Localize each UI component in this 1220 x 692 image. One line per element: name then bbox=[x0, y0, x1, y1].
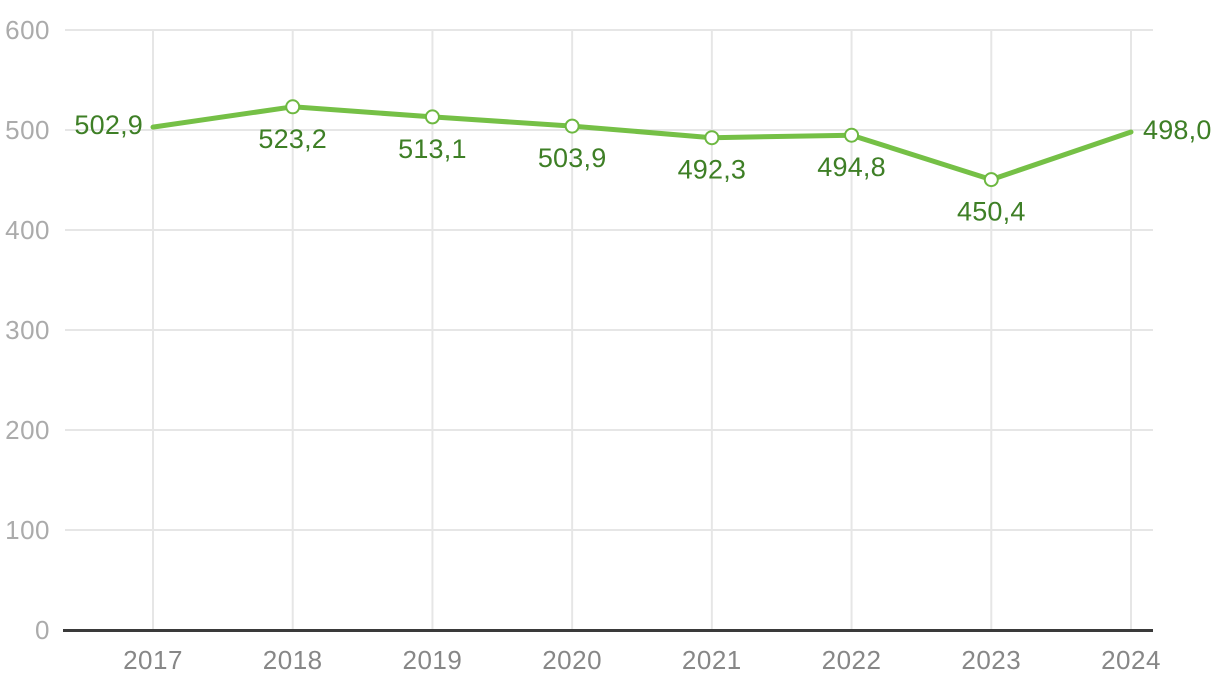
data-value-label: 498,0 bbox=[1143, 115, 1212, 145]
data-value-label: 523,2 bbox=[258, 124, 327, 154]
x-tick-label: 2021 bbox=[682, 645, 742, 675]
x-tick-label: 2023 bbox=[961, 645, 1021, 675]
data-value-label: 502,9 bbox=[74, 110, 143, 140]
x-tick-label: 2024 bbox=[1101, 645, 1161, 675]
y-tick-label: 200 bbox=[5, 415, 50, 445]
y-tick-label: 300 bbox=[5, 315, 50, 345]
data-point-marker[interactable] bbox=[424, 109, 440, 125]
data-value-label: 503,9 bbox=[538, 143, 607, 173]
data-point-marker[interactable] bbox=[285, 99, 301, 115]
y-tick-label: 400 bbox=[5, 215, 50, 245]
x-tick-label: 2022 bbox=[822, 645, 882, 675]
x-tick-label: 2018 bbox=[263, 645, 323, 675]
data-value-label: 513,1 bbox=[398, 134, 467, 164]
data-point-marker[interactable] bbox=[564, 118, 580, 134]
y-tick-label: 500 bbox=[5, 115, 50, 145]
y-tick-label: 0 bbox=[35, 615, 50, 645]
data-value-label: 492,3 bbox=[678, 155, 747, 185]
data-value-label: 450,4 bbox=[957, 197, 1026, 227]
data-point-marker[interactable] bbox=[983, 172, 999, 188]
y-tick-label: 100 bbox=[5, 515, 50, 545]
data-point-marker[interactable] bbox=[704, 130, 720, 146]
data-series-line bbox=[150, 104, 1134, 183]
data-point-marker[interactable] bbox=[844, 127, 860, 143]
y-tick-label: 600 bbox=[5, 15, 50, 45]
x-tick-label: 2020 bbox=[542, 645, 602, 675]
x-tick-label: 2019 bbox=[403, 645, 463, 675]
data-value-label: 494,8 bbox=[817, 152, 886, 182]
x-tick-label: 2017 bbox=[123, 645, 183, 675]
